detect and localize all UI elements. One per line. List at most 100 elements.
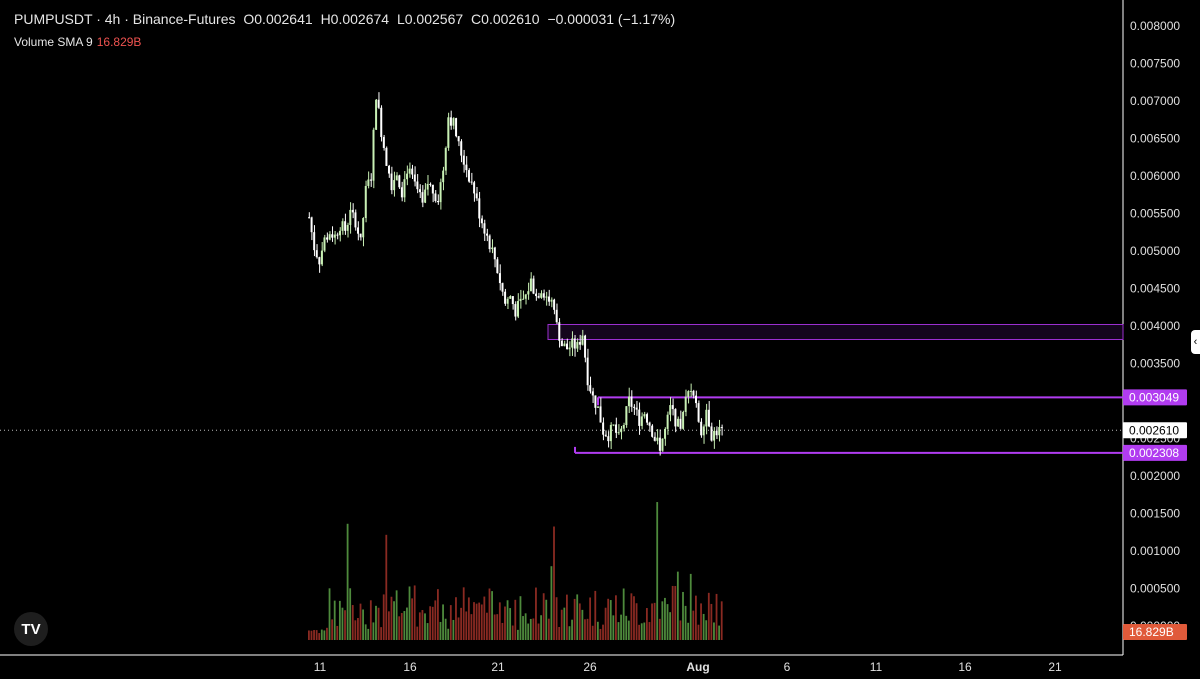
candle-body (449, 117, 452, 126)
candle-body (344, 221, 347, 231)
candle-body (676, 418, 679, 427)
volume-bar (679, 620, 682, 640)
ohlc-high: H0.002674 (320, 11, 390, 27)
candle-body (545, 296, 548, 298)
volume-bar (718, 625, 721, 640)
candle-body (323, 237, 326, 251)
candle-body (713, 430, 716, 441)
candle-body (375, 99, 378, 130)
volume-bar (689, 573, 692, 640)
volume-bar (496, 614, 499, 640)
candle-body (320, 250, 323, 265)
candle-body (511, 296, 514, 305)
volume-bar (664, 597, 666, 640)
volume-bar (568, 626, 571, 640)
candle-body (424, 189, 427, 203)
candle-body (687, 391, 690, 397)
volume-bar (555, 597, 558, 640)
volume-bar (434, 600, 437, 640)
volume-bar (447, 628, 450, 640)
volume-bar (411, 598, 413, 640)
price-badges: 0.003049 0.002610 0.002308 16.829B (1123, 389, 1187, 640)
volume-bar (638, 624, 641, 640)
time-tick-label: 21 (491, 660, 505, 674)
candle-body (638, 409, 641, 426)
volume-bar (465, 611, 468, 640)
candle-body (537, 296, 540, 298)
volume-bar (720, 601, 723, 640)
collapse-panel-icon[interactable]: ‹ (1191, 330, 1200, 354)
candle-body (457, 136, 460, 142)
candle-body (395, 175, 398, 181)
candle-body (581, 335, 584, 345)
volume-bar (413, 585, 416, 640)
volume-bar (359, 603, 362, 640)
volume-bar (676, 571, 679, 640)
price-tick-label: 0.006000 (1130, 169, 1180, 183)
tradingview-logo[interactable]: TV (14, 612, 48, 646)
volume-bar (313, 630, 315, 640)
symbol-title[interactable]: PUMPUSDT · 4h · Binance-Futures (14, 11, 236, 27)
candle-body (408, 168, 411, 174)
candle-body (682, 411, 685, 429)
candle-body (413, 174, 416, 182)
candle-body (447, 117, 450, 148)
price-tick-label: 0.003500 (1130, 357, 1180, 371)
volume-bar (367, 628, 370, 640)
time-tick-label: 21 (1048, 660, 1062, 674)
volume-bar (421, 610, 424, 640)
candle-body (589, 385, 592, 392)
candle-body (406, 173, 409, 180)
volume-bar (707, 592, 710, 640)
candle-body (522, 298, 525, 300)
candles-layer (308, 92, 723, 456)
volume-bar (331, 619, 334, 640)
candle-body (385, 147, 388, 166)
candle-body (382, 137, 385, 148)
candle-body (527, 291, 530, 295)
volume-bar (692, 610, 695, 640)
price-axis[interactable]: 0.008000 0.007500 0.007000 0.006500 0.006000… (1130, 19, 1180, 633)
volume-bar (452, 619, 455, 640)
candle-body (571, 338, 574, 348)
candle-body (455, 118, 458, 137)
candle-body (354, 212, 357, 228)
volume-bar (635, 603, 638, 640)
candle-body (566, 343, 568, 350)
candle-body (434, 193, 437, 202)
volume-bar (576, 594, 579, 640)
volume-bar (532, 618, 535, 640)
volume-bar (604, 607, 607, 640)
time-axis[interactable]: 11 16 21 26 Aug 6 11 16 21 (314, 660, 1062, 674)
candle-body (426, 183, 429, 190)
volume-bar (560, 609, 563, 640)
candle-body (377, 99, 380, 108)
volume-bar (651, 603, 653, 640)
candle-body (308, 217, 310, 219)
candle-body (331, 234, 334, 238)
candle-body (607, 436, 610, 442)
volume-bar (506, 600, 509, 640)
volume-bar (682, 591, 684, 640)
candle-body (550, 299, 553, 302)
volume-bar (620, 614, 622, 640)
candle-body (689, 390, 692, 392)
candle-body (560, 340, 563, 347)
symbol-legend: PUMPUSDT · 4h · Binance-Futures O0.00264… (14, 11, 679, 27)
price-tick-label: 0.005500 (1130, 207, 1180, 221)
time-tick-label: 11 (870, 660, 883, 674)
volume-bar (700, 603, 702, 640)
volume-bar (315, 630, 318, 640)
price-tick-label: 0.004500 (1130, 282, 1180, 296)
volume-legend[interactable]: Volume SMA 9 16.829B (14, 35, 141, 49)
candle-body (480, 218, 483, 224)
volume-bar (540, 615, 542, 640)
ohlc-low: L0.002567 (396, 11, 464, 27)
time-tick-label: Aug (686, 660, 709, 674)
volume-bar (338, 600, 341, 640)
volume-bar (702, 613, 705, 640)
volume-bar (586, 618, 589, 640)
candle-body (540, 293, 543, 298)
candle-body (625, 406, 628, 426)
